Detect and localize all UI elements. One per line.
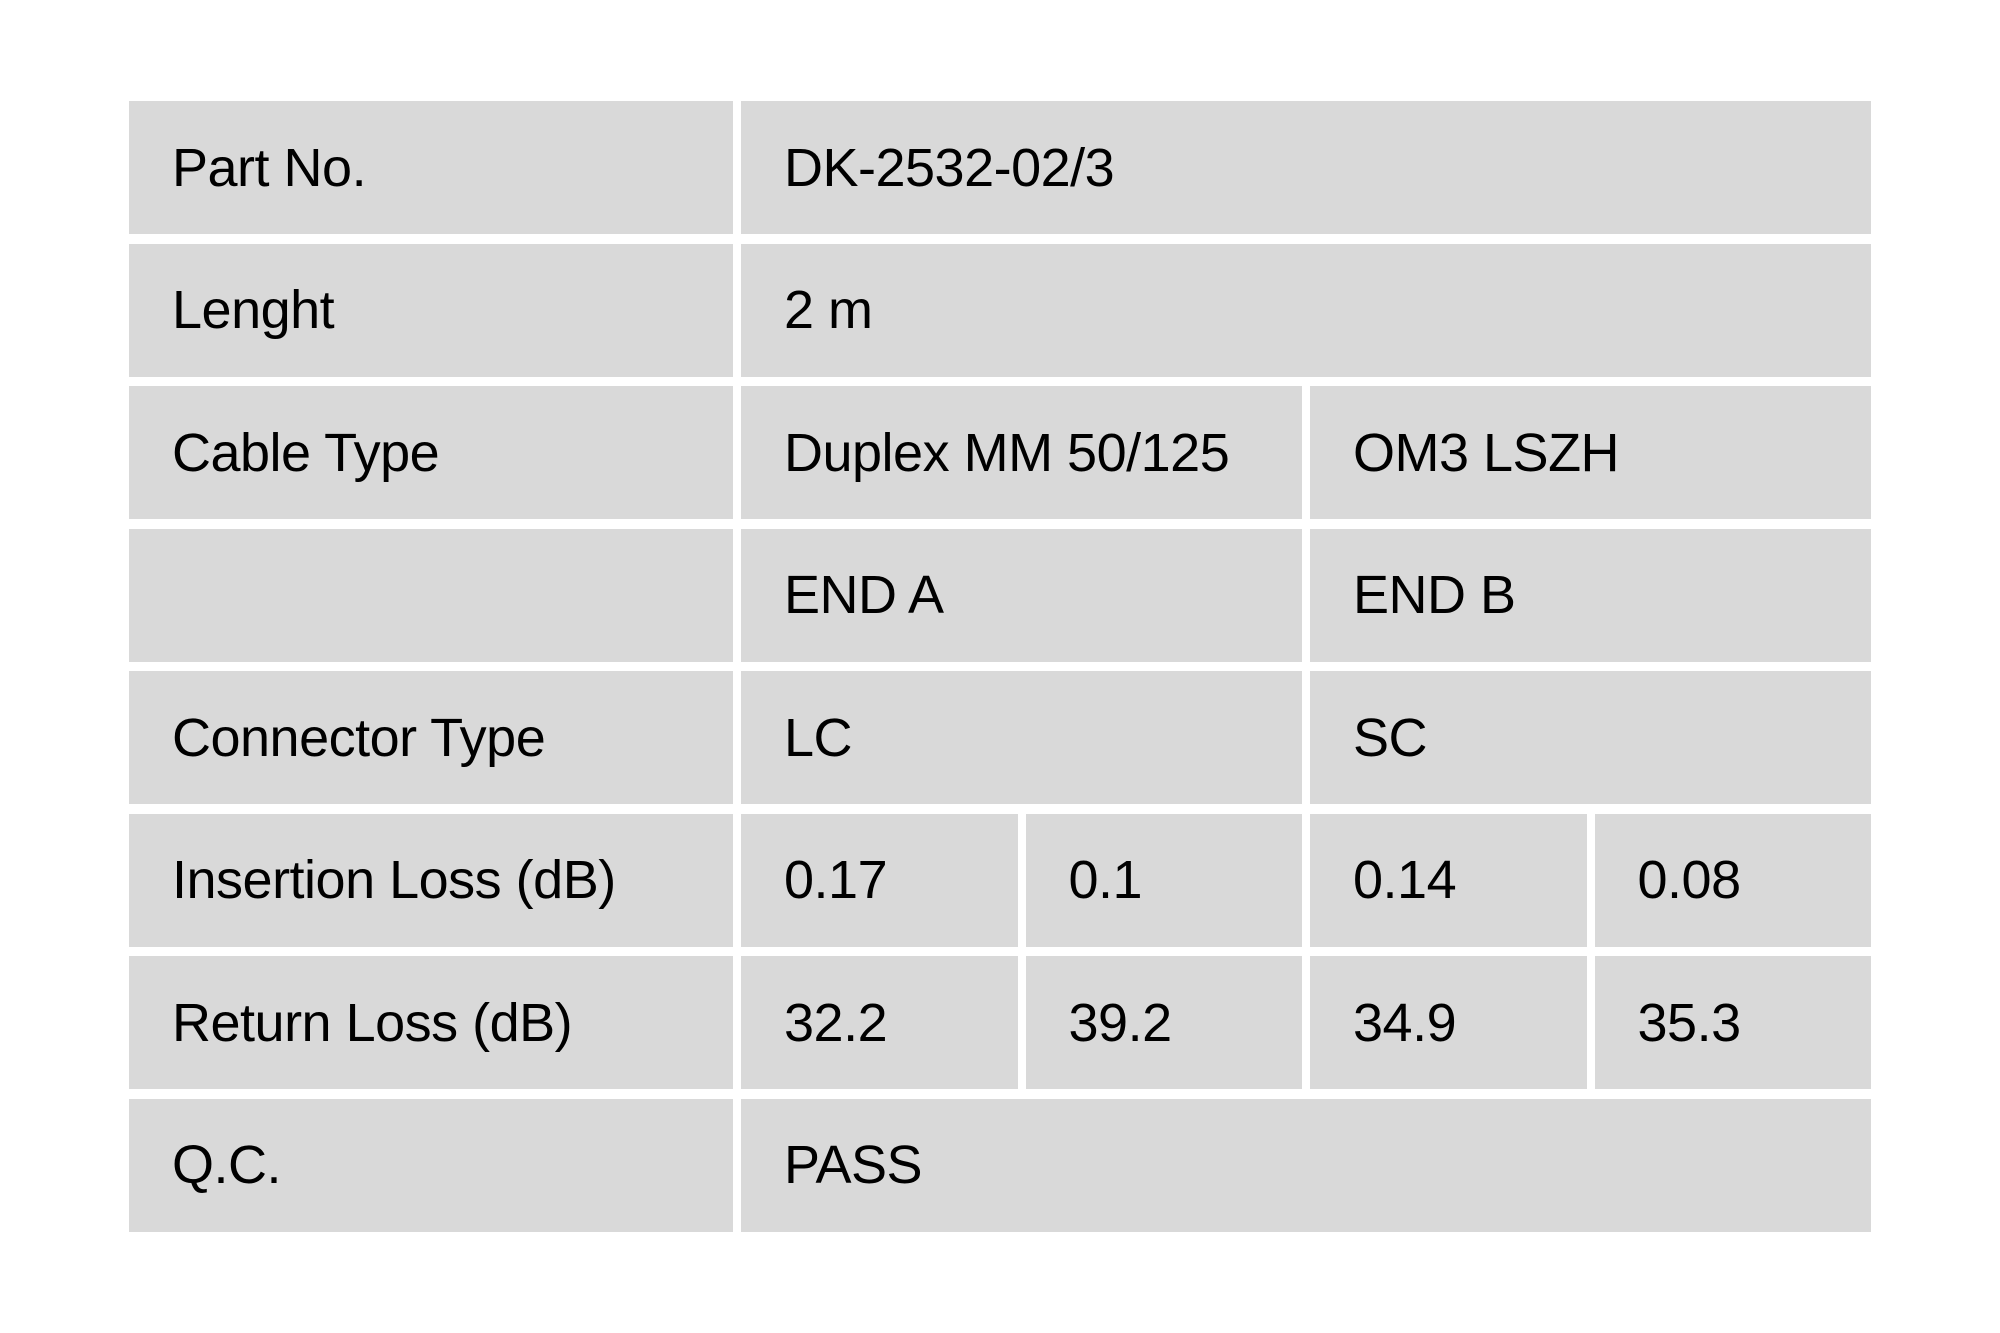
table-row-part-no: Part No. DK-2532-02/3 — [129, 101, 1871, 234]
table-row-insertion-loss: Insertion Loss (dB) 0.17 0.1 0.14 0.08 — [129, 813, 1871, 947]
connector-type-end-b-value: SC — [1310, 671, 1871, 804]
connector-type-label: Connector Type — [129, 671, 733, 804]
table-row-cable-type: Cable Type Duplex MM 50/125 OM3 LSZH — [129, 386, 1871, 519]
part-no-label: Part No. — [129, 101, 733, 234]
return-loss-end-b-fiber2: 35.3 — [1594, 956, 1871, 1089]
end-headers-spacer — [129, 528, 733, 662]
cable-type-value-primary: Duplex MM 50/125 — [741, 386, 1302, 519]
return-loss-end-b-fiber1: 34.9 — [1310, 956, 1587, 1089]
cable-type-value-secondary: OM3 LSZH — [1310, 386, 1871, 519]
table-row-qc: Q.C. PASS — [129, 1098, 1871, 1232]
return-loss-label: Return Loss (dB) — [129, 956, 733, 1089]
table-row-return-loss: Return Loss (dB) 32.2 39.2 34.9 35.3 — [129, 956, 1871, 1089]
cable-type-label: Cable Type — [129, 386, 733, 519]
part-no-value: DK-2532-02/3 — [741, 101, 1871, 234]
connector-type-end-a-value: LC — [741, 671, 1302, 804]
table-row-end-headers: END A END B — [129, 528, 1871, 662]
qc-label: Q.C. — [129, 1098, 733, 1232]
insertion-loss-end-b-fiber2: 0.08 — [1594, 813, 1871, 947]
end-b-header: END B — [1310, 528, 1871, 662]
insertion-loss-end-a-fiber2: 0.1 — [1025, 813, 1302, 947]
return-loss-end-a-fiber1: 32.2 — [741, 956, 1018, 1089]
insertion-loss-end-b-fiber1: 0.14 — [1310, 813, 1587, 947]
return-loss-end-a-fiber2: 39.2 — [1025, 956, 1302, 1089]
end-a-header: END A — [741, 528, 1302, 662]
insertion-loss-label: Insertion Loss (dB) — [129, 813, 733, 947]
table-row-length: Lenght 2 m — [129, 243, 1871, 377]
qc-table: Part No. DK-2532-02/3 Lenght 2 m Cable T… — [129, 101, 1871, 1232]
insertion-loss-end-a-fiber1: 0.17 — [741, 813, 1018, 947]
length-label: Lenght — [129, 243, 733, 377]
length-value: 2 m — [741, 243, 1871, 377]
table-row-connector-type: Connector Type LC SC — [129, 671, 1871, 804]
qc-result-value: PASS — [741, 1098, 1871, 1232]
